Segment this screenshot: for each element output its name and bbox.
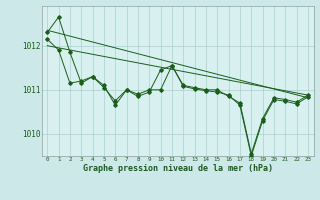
X-axis label: Graphe pression niveau de la mer (hPa): Graphe pression niveau de la mer (hPa) xyxy=(83,164,273,173)
